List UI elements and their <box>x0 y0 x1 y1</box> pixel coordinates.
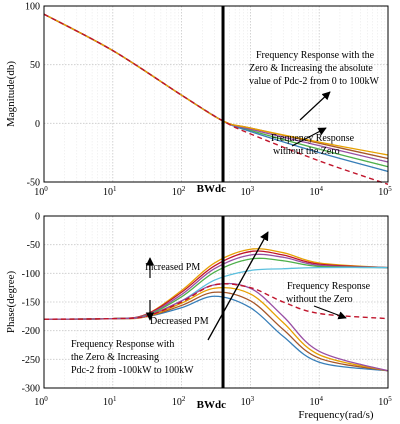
x-tick-label: 104 <box>309 395 323 408</box>
x-tick-label: 101 <box>103 395 117 408</box>
x-tick-label: 103 <box>241 185 255 198</box>
phase-ylabel: Phase(degree) <box>5 271 17 334</box>
magnitude-annotation-line-3: value of Pdc-2 from 0 to 100kW <box>249 76 380 87</box>
y-tick-label: 0 <box>35 212 40 223</box>
magnitude-arrow-increase <box>299 91 331 121</box>
magnitude-arrow-no-zero <box>291 127 327 147</box>
magnitude-bwdc-label: BWdc <box>197 183 226 195</box>
y-tick-label: -50 <box>27 240 40 251</box>
x-tick-label: 102 <box>172 395 186 408</box>
phase-annotation-increased-pm: Increased PM <box>145 262 200 273</box>
series-line-without-zero <box>43 283 389 320</box>
x-tick-label: 102 <box>172 185 186 198</box>
magnitude-frame <box>43 5 389 183</box>
phase-annotation-with-zero-1: Frequency Response with <box>71 339 174 350</box>
phase-curves <box>43 248 389 372</box>
x-tick-label: 100 <box>34 185 48 198</box>
phase-annotation-with-zero-3: Pdc-2 from -100kW to 100kW <box>71 365 194 376</box>
phase-frame <box>43 215 389 389</box>
phase-arrow-increasing-pdc <box>207 231 269 341</box>
phase-annotation-no-zero-2: without the Zero <box>286 294 353 305</box>
phase-annotation-with-zero-2: the Zero & Increasing <box>71 352 159 363</box>
x-tick-label: 105 <box>378 185 392 198</box>
magnitude-annotation-line-5: without the Zero <box>273 146 340 157</box>
x-tick-label: 104 <box>309 185 323 198</box>
phase-arrow-no-zero <box>313 305 347 320</box>
y-tick-label: -200 <box>22 326 40 337</box>
phase-bwdc-label: BWdc <box>197 399 226 411</box>
y-tick-label: -300 <box>22 384 40 395</box>
magnitude-annotation-line-4: Frequency Response <box>271 133 355 144</box>
y-tick-label: 0 <box>35 119 40 130</box>
y-tick-label: -100 <box>22 269 40 280</box>
x-tick-label: 101 <box>103 185 117 198</box>
y-tick-label: 100 <box>25 2 40 13</box>
y-tick-label: 50 <box>30 60 40 71</box>
x-tick-label: 105 <box>378 395 392 408</box>
phase-annotation-decreased-pm: Decreased PM <box>150 316 209 327</box>
y-tick-label: -150 <box>22 298 40 309</box>
phase-annotation-no-zero-1: Frequency Response <box>287 281 371 292</box>
magnitude-annotation-line-2: Zero & Increasing the absolute <box>249 63 373 74</box>
phase-xlabel: Frequency(rad/s) <box>298 409 373 421</box>
x-tick-label: 103 <box>241 395 255 408</box>
y-tick-label: -250 <box>22 355 40 366</box>
magnitude-annotation-line-1: Frequency Response with the <box>256 50 375 61</box>
magnitude-ylabel: Magnitude(db) <box>5 61 17 127</box>
x-tick-label: 100 <box>34 395 48 408</box>
y-tick-label: -50 <box>27 178 40 189</box>
